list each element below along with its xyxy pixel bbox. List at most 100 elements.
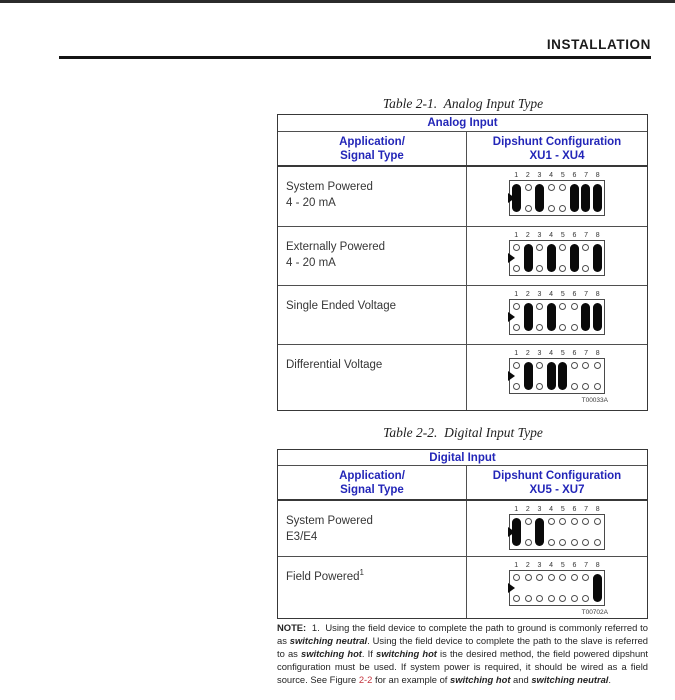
pin-number: 3	[537, 562, 542, 569]
column-header-line: Signal Type	[340, 483, 404, 496]
shunt-installed-pin	[581, 184, 591, 212]
open-contact-top	[536, 362, 544, 369]
open-contact-bottom	[547, 595, 555, 602]
pin-number: 2	[525, 172, 530, 179]
open-contact-top	[582, 362, 590, 369]
dipshunt-diagram: 1 2 3 4 5 6 7 8 T00702A	[506, 562, 608, 616]
column-header-line: Application/	[339, 469, 405, 482]
footnote: NOTE: 1. Using the field device to compl…	[277, 621, 648, 686]
pin-number: 1	[514, 172, 519, 179]
open-contact-top	[559, 184, 567, 191]
open-contact-top	[536, 244, 544, 251]
pin-number: 6	[572, 172, 577, 179]
pin1-notch-marker	[508, 527, 515, 537]
shunt-open-pin	[512, 574, 521, 602]
column-header-line: Application/	[339, 135, 405, 148]
table-body: System Powered E3/E4 1 2 3 4 5 6 7 8 Field Powered…	[278, 501, 647, 618]
open-contact-top	[547, 184, 555, 191]
pin-number: 2	[525, 506, 530, 513]
open-contact-top	[582, 574, 590, 581]
open-contact-top	[582, 518, 590, 525]
footnote-text: NOTE:	[277, 622, 307, 633]
pin-number: 4	[549, 291, 554, 298]
shunt-installed-pin	[581, 303, 591, 331]
column-header-line: Signal Type	[340, 149, 404, 162]
open-contact-top	[559, 244, 567, 251]
column-header-row: Application/ Signal Type Dipshunt Config…	[278, 132, 647, 167]
open-contact-top	[536, 303, 544, 310]
open-contact-top	[513, 362, 521, 369]
pin-number: 6	[572, 232, 577, 239]
shunt-open-pin	[524, 574, 533, 602]
open-contact-top	[513, 574, 521, 581]
signal-type-label: Differential Voltage	[286, 359, 383, 371]
open-contact-bottom	[593, 539, 601, 546]
shunt-installed-pin	[523, 303, 533, 331]
footnote-text: .	[608, 674, 612, 685]
column-header-row: Application/ Signal Type Dipshunt Config…	[278, 466, 647, 501]
pin-number: 1	[514, 350, 519, 357]
open-contact-top	[570, 303, 578, 310]
pin-number: 5	[560, 350, 565, 357]
open-contact-bottom	[570, 539, 578, 546]
shunt-open-pin	[547, 574, 556, 602]
shunt-open-pin	[570, 574, 579, 602]
open-contact-bottom	[513, 265, 521, 272]
open-contact-bottom	[524, 205, 532, 212]
page-top-edge-bar	[0, 0, 675, 3]
open-contact-bottom	[559, 265, 567, 272]
open-contact-top	[570, 362, 578, 369]
footnote-reference: 1	[359, 568, 364, 578]
signal-type-label: 4 - 20 mA	[286, 197, 336, 209]
application-signal-type-cell: System Powered E3/E4	[278, 501, 466, 556]
pin-number: 4	[549, 232, 554, 239]
pin-number: 6	[572, 350, 577, 357]
pin-number: 5	[560, 291, 565, 298]
open-contact-bottom	[593, 383, 601, 390]
open-contact-top	[593, 518, 601, 525]
table-caption: Table 2-2. Digital Input Type	[383, 425, 543, 440]
shunt-installed-pin	[546, 303, 556, 331]
shunt-open-pin	[512, 244, 521, 272]
column-header-application: Application/ Signal Type	[278, 466, 466, 499]
open-contact-top	[524, 574, 532, 581]
dipshunt-body	[508, 299, 605, 335]
open-contact-bottom	[547, 539, 555, 546]
open-contact-bottom	[582, 265, 590, 272]
shunt-installed-pin	[512, 518, 522, 546]
shunt-installed-pin	[535, 518, 545, 546]
header-rule	[59, 56, 651, 59]
table-row: System Powered 4 - 20 mA 1 2 3 4 5 6 7 8	[278, 167, 647, 226]
shunt-installed-pin	[558, 362, 568, 390]
shunt-open-pin	[535, 362, 544, 390]
open-contact-bottom	[547, 205, 555, 212]
figure-2-2-link[interactable]: 2-2	[358, 674, 373, 685]
pin-number: 2	[525, 562, 530, 569]
shunt-open-pin	[558, 574, 567, 602]
open-contact-bottom	[513, 595, 521, 602]
table-row: System Powered E3/E4 1 2 3 4 5 6 7 8	[278, 501, 647, 556]
open-contact-top	[559, 574, 567, 581]
signal-type-label: Field Powered1	[286, 568, 364, 583]
pin-number: 2	[525, 350, 530, 357]
shunt-open-pin	[570, 362, 579, 390]
application-signal-type-cell: Single Ended Voltage	[278, 286, 466, 344]
open-contact-bottom	[536, 265, 544, 272]
open-contact-top	[513, 244, 521, 251]
application-signal-type-cell: Differential Voltage	[278, 345, 466, 410]
application-signal-type-cell: System Powered 4 - 20 mA	[278, 167, 466, 226]
open-contact-bottom	[559, 324, 567, 331]
open-contact-bottom	[536, 383, 544, 390]
pin-number: 3	[537, 232, 542, 239]
open-contact-bottom	[524, 595, 532, 602]
footnote-text: . If	[361, 648, 376, 659]
open-contact-top	[593, 362, 601, 369]
digital-input-table: Digital Input Application/ Signal Type D…	[277, 449, 648, 619]
pin-number: 7	[584, 506, 589, 513]
open-contact-top	[547, 574, 555, 581]
